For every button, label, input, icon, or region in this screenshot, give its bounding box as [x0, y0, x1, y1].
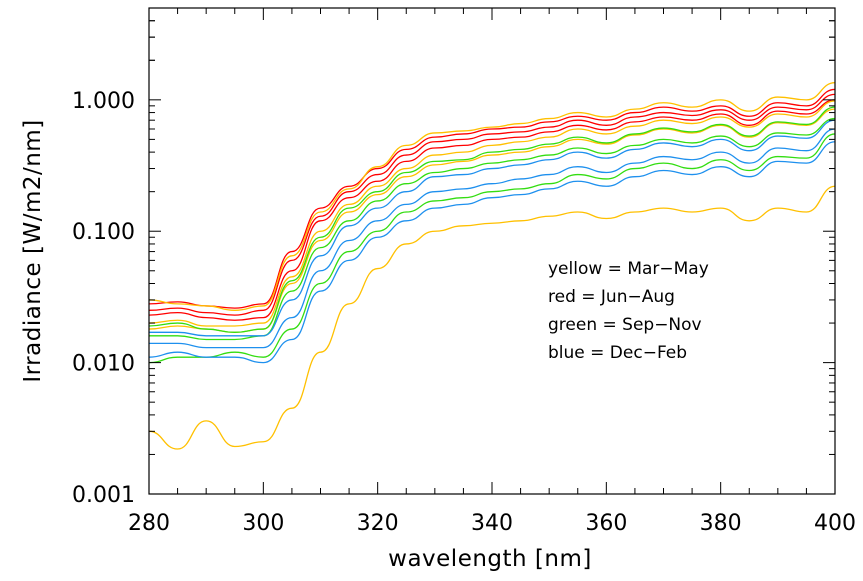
- series-line-12: [149, 185, 835, 450]
- series-layer: [149, 82, 835, 450]
- x-tick-label-380: 380: [700, 511, 742, 536]
- y-tick-label-0: 0.001: [72, 483, 135, 508]
- ticks-layer: [148, 7, 836, 495]
- tick-labels-layer: 280 300 320 340 360 380 400 0.001 0.010 0.100 1.00…: [72, 89, 856, 536]
- x-tick-label-320: 320: [357, 511, 399, 536]
- legend-entry-dec-feb: blue = Dec−Feb: [548, 343, 687, 363]
- legend-entry-sep-nov: green = Sep−Nov: [548, 315, 702, 335]
- series-line-8: [149, 133, 835, 364]
- series-line-10: [149, 128, 835, 349]
- x-tick-label-360: 360: [585, 511, 627, 536]
- y-tick-label-1: 0.010: [72, 352, 135, 377]
- legend-entry-jun-aug: red = Jun−Aug: [548, 287, 675, 307]
- x-axis-title: wavelength [nm]: [388, 546, 592, 572]
- y-tick-label-2: 0.100: [72, 220, 135, 245]
- x-tick-label-340: 340: [471, 511, 513, 536]
- x-tick-label-400: 400: [814, 511, 856, 536]
- series-line-3: [149, 82, 835, 311]
- y-tick-label-3: 1.000: [72, 89, 135, 114]
- x-tick-label-300: 300: [242, 511, 284, 536]
- series-line-11: [149, 141, 835, 364]
- series-line-1: [149, 93, 835, 316]
- series-line-0: [149, 88, 835, 309]
- legend-entry-mar-may: yellow = Mar−May: [548, 259, 709, 279]
- series-line-2: [149, 99, 835, 321]
- plot-frame: [148, 7, 836, 495]
- y-axis-title: Irradiance [W/m2/nm]: [20, 119, 46, 382]
- series-line-4: [149, 100, 835, 327]
- series-line-9: [149, 119, 835, 337]
- x-tick-label-280: 280: [128, 511, 170, 536]
- legend: yellow = Mar−May red = Jun−Aug green = S…: [548, 259, 709, 363]
- series-line-6: [149, 106, 835, 333]
